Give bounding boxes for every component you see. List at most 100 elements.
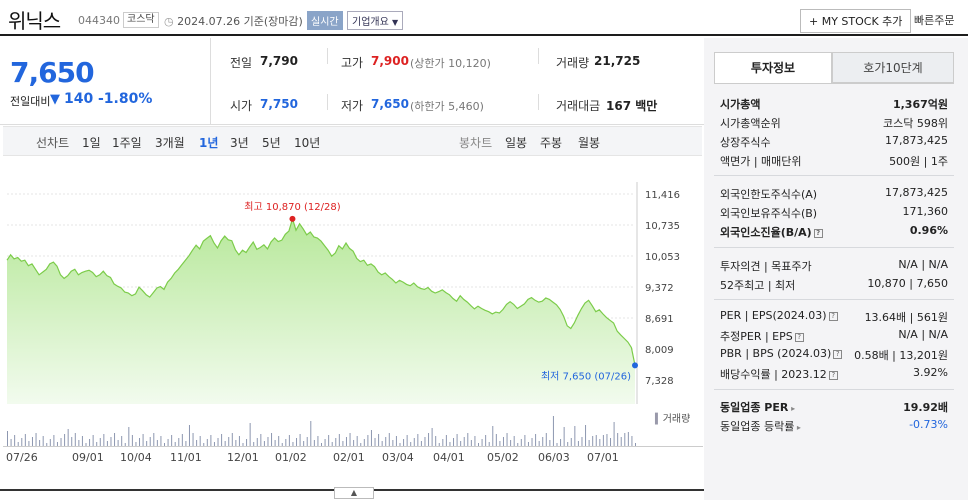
- volume-bar: [627, 432, 629, 446]
- volume-bar: [492, 426, 494, 446]
- candle-monthly[interactable]: 월봉: [578, 136, 601, 150]
- date-value: 2024.07.26 기준(장마감): [177, 15, 303, 28]
- help-icon[interactable]: ?: [833, 349, 843, 359]
- period-1w[interactable]: 1주일: [112, 136, 142, 150]
- volume-bar: [395, 436, 397, 446]
- par-row: 액면가 | 매매단위 500원 | 1주: [720, 153, 948, 171]
- industry-per-label-text: 동일업종 PER: [720, 401, 789, 414]
- volume-bar: [135, 442, 137, 446]
- foreign-limit-value: 17,873,425: [885, 186, 948, 199]
- volume-bar: [613, 422, 615, 446]
- industry-rate-label[interactable]: 동일업종 등락률 ▸: [720, 418, 801, 434]
- candle-chart-label: 봉차트: [459, 136, 493, 150]
- my-stock-add-button[interactable]: + MY STOCK 추가: [800, 9, 912, 33]
- help-icon[interactable]: ?: [828, 370, 838, 380]
- volume-bar: [246, 439, 248, 446]
- divider: [210, 38, 211, 124]
- chevron-right-icon: ▸: [788, 404, 796, 413]
- volume-bar: [306, 437, 308, 446]
- industry-rate-value: -0.73%: [909, 418, 948, 431]
- x-tick-label: 05/02: [487, 451, 519, 464]
- volume-bar: [267, 437, 269, 446]
- change-amount: 140: [64, 91, 94, 107]
- volume-bar: [513, 436, 515, 446]
- tab-quote-10[interactable]: 호가10단계: [832, 52, 954, 83]
- period-10y[interactable]: 10년: [294, 136, 321, 150]
- volume-bar: [563, 427, 565, 446]
- tab-invest-info[interactable]: 투자정보: [714, 52, 832, 83]
- volume-bar: [635, 443, 636, 446]
- volume-bar: [56, 442, 58, 446]
- help-icon[interactable]: ?: [813, 228, 823, 238]
- volume-bar: [21, 438, 23, 446]
- volume-bar: [321, 443, 322, 446]
- volume-bar: [210, 435, 212, 446]
- est-per-row: 추정PER | EPS? N/A | N/A: [720, 328, 948, 346]
- period-1y[interactable]: 1년: [199, 136, 219, 150]
- company-info-button[interactable]: 기업개요 ▼: [347, 11, 404, 30]
- week52-row: 52주최고 | 최저 10,870 | 7,650: [720, 277, 948, 295]
- quick-order-button[interactable]: 빠른주문: [914, 14, 955, 27]
- volume-bar: [174, 442, 176, 446]
- divider: [714, 389, 954, 390]
- divider: [538, 94, 539, 110]
- volume-chart: [7, 416, 636, 446]
- x-tick-label: 09/01: [72, 451, 104, 464]
- volume-bar: [620, 437, 622, 446]
- volume-bar: [49, 439, 51, 446]
- change-percent: -1.80%: [98, 91, 153, 107]
- high-label: 고가: [341, 56, 364, 70]
- volume-bar: [78, 440, 80, 446]
- period-5y[interactable]: 5년: [262, 136, 281, 150]
- volume-bar: [117, 440, 119, 446]
- volume-bar: [110, 437, 112, 446]
- volume-value: 21,725: [594, 54, 641, 68]
- volume-bar: [199, 436, 201, 446]
- help-icon[interactable]: ?: [828, 311, 838, 321]
- down-arrow-icon: ▼: [50, 92, 60, 107]
- volume-bar: [392, 440, 394, 446]
- low-point: [632, 362, 638, 369]
- volume-bar: [256, 438, 258, 446]
- volume-bar: [524, 435, 526, 446]
- volume-bar: [535, 434, 537, 446]
- divider: [714, 83, 954, 84]
- divider: [327, 94, 328, 110]
- help-icon[interactable]: ?: [794, 332, 804, 342]
- foreign-rate-label: 외국인소진율(B/A)?: [720, 224, 823, 240]
- est-per-label: 추정PER | EPS?: [720, 328, 804, 344]
- divider: [714, 175, 954, 176]
- period-3m[interactable]: 3개월: [155, 136, 185, 150]
- per-value: 13.64배 | 561원: [864, 311, 948, 324]
- volume-bar: [406, 435, 408, 446]
- industry-per-label[interactable]: 동일업종 PER ▸: [720, 399, 795, 415]
- volume-bar: [89, 439, 91, 446]
- volume-bar: [271, 433, 273, 446]
- volume-bar: [438, 443, 440, 446]
- candle-daily[interactable]: 일봉: [505, 136, 528, 150]
- x-tick-label: 04/01: [433, 451, 465, 464]
- collapse-chevron-icon[interactable]: ▲: [334, 487, 374, 499]
- realtime-badge[interactable]: 실시간: [307, 11, 343, 30]
- volume-bar: [64, 434, 66, 446]
- divider: [714, 299, 954, 300]
- period-3y[interactable]: 3년: [230, 136, 249, 150]
- volume-bar: [577, 441, 579, 446]
- volume-bar: [481, 439, 483, 446]
- amount-value: 167 백만: [606, 99, 658, 113]
- volume-bar: [96, 442, 98, 446]
- volume-bar: [285, 439, 287, 446]
- volume-legend-icon: ▍: [655, 414, 663, 425]
- y-tick-label: 10,053: [645, 252, 680, 263]
- period-1d[interactable]: 1일: [82, 136, 101, 150]
- price-area: [7, 218, 635, 404]
- shares-row: 상장주식수 17,873,425: [720, 134, 948, 152]
- high-point: [289, 215, 296, 222]
- volume-bar: [231, 433, 233, 446]
- volume-bar: [463, 437, 465, 446]
- volume-bar: [335, 438, 337, 446]
- per-row: PER | EPS(2024.03)? 13.64배 | 561원: [720, 309, 948, 327]
- candle-weekly[interactable]: 주봉: [540, 136, 563, 150]
- price-chart[interactable]: 11,416 10,735 10,053 9,372 8,691 8,009 7,328 최고…: [3, 182, 703, 404]
- per-label-text: PER | EPS(2024.03): [720, 309, 827, 322]
